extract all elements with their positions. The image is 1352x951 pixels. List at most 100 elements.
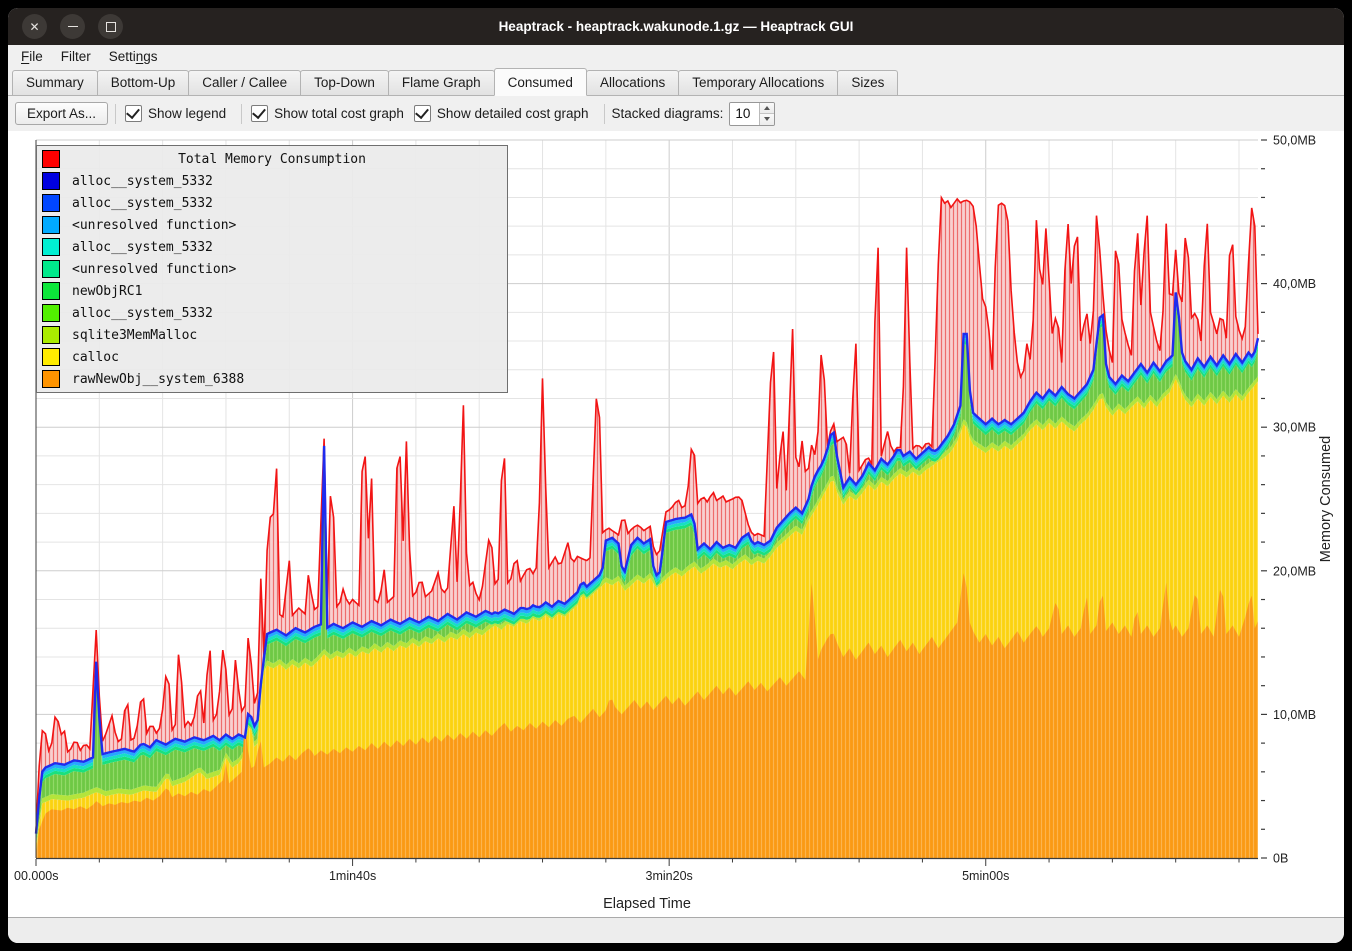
spin-down-button[interactable] bbox=[760, 114, 775, 125]
checkbox-group: Show legend Show total cost graph Show det… bbox=[123, 103, 597, 124]
total-consumption-line bbox=[35, 194, 1259, 832]
tick-label: 20,0MB bbox=[1273, 564, 1316, 578]
tab-top-down[interactable]: Top-Down bbox=[300, 70, 389, 95]
tick-label: 40,0MB bbox=[1273, 277, 1316, 291]
legend-label: alloc__system_5332 bbox=[72, 239, 213, 255]
tick-label: 00.000s bbox=[14, 869, 58, 883]
minimize-button[interactable] bbox=[60, 14, 85, 39]
chart-legend: Total Memory Consumption alloc__system_53… bbox=[36, 145, 508, 393]
stacked-diagrams-spinbox[interactable] bbox=[729, 101, 776, 126]
y-axis-title: Memory Consumed bbox=[1318, 436, 1334, 563]
toolbar-separator bbox=[603, 103, 605, 124]
rawnewobj-orange-area bbox=[36, 573, 1258, 858]
legend-item-4: <unresolved function> bbox=[37, 258, 507, 280]
unresolved-spring-area bbox=[36, 300, 1258, 845]
tick-label: 3min20s bbox=[646, 869, 693, 883]
checkbox-label: Show legend bbox=[148, 106, 227, 121]
arrow-down-icon bbox=[764, 117, 771, 122]
tick-label: 50,0MB bbox=[1273, 134, 1316, 148]
tab-summary[interactable]: Summary bbox=[12, 70, 98, 95]
tab-caller-callee[interactable]: Caller / Callee bbox=[188, 70, 302, 95]
legend-item-5: newObjRC1 bbox=[37, 280, 507, 302]
legend-swatch bbox=[42, 348, 60, 366]
tick-label: 5min00s bbox=[962, 869, 1009, 883]
toolbar-separator bbox=[241, 103, 243, 124]
app-window: ✕ Heaptrack - heaptrack.wakunode.1.gz — … bbox=[8, 8, 1344, 943]
tab-allocations[interactable]: Allocations bbox=[585, 70, 680, 95]
legend-item-9: rawNewObj__system_6388 bbox=[37, 368, 507, 390]
tab-temporary-allocations[interactable]: Temporary Allocations bbox=[678, 70, 839, 95]
tick-label: 30,0MB bbox=[1273, 421, 1316, 435]
spin-up-button[interactable] bbox=[760, 102, 775, 114]
tab-flame-graph[interactable]: Flame Graph bbox=[387, 70, 495, 95]
tick-label: 1min40s bbox=[329, 869, 376, 883]
legend-item-6: alloc__system_5332 bbox=[37, 302, 507, 324]
legend-item-8: calloc bbox=[37, 346, 507, 368]
total-consumption-area bbox=[36, 197, 1258, 834]
legend-swatch bbox=[42, 238, 60, 256]
tab-sizes[interactable]: Sizes bbox=[837, 70, 899, 95]
alloc-cyan-area bbox=[36, 296, 1258, 842]
legend-swatch bbox=[42, 260, 60, 278]
chart-canvas: 00.000s 1min40s 3min20s 5min00s 0B 10,0MB 20,0… bbox=[14, 134, 1334, 913]
checkbox-box[interactable] bbox=[125, 105, 143, 122]
legend-label: rawNewObj__system_6388 bbox=[72, 371, 245, 387]
legend-label: alloc__system_5332 bbox=[72, 305, 213, 321]
legend-swatch bbox=[42, 282, 60, 300]
toolbar-separator bbox=[115, 103, 117, 124]
toolbar: Export As... Show legend Show total cost … bbox=[8, 96, 1344, 131]
legend-label: <unresolved function> bbox=[72, 261, 237, 277]
maximize-button[interactable] bbox=[98, 14, 123, 39]
legend-label: <unresolved function> bbox=[72, 217, 237, 233]
stacked-diagrams-label: Stacked diagrams: bbox=[611, 106, 724, 121]
stacked-diagrams-value[interactable] bbox=[730, 102, 760, 125]
checkbox-show-legend[interactable]: Show legend bbox=[125, 105, 226, 122]
window-controls: ✕ bbox=[22, 14, 123, 39]
x-axis-title: Elapsed Time bbox=[603, 896, 691, 912]
menu-item-file[interactable]: File bbox=[21, 48, 43, 64]
legend-label: calloc bbox=[72, 349, 119, 365]
legend-swatch bbox=[42, 370, 60, 388]
legend-swatch bbox=[42, 326, 60, 344]
legend-label: alloc__system_5332 bbox=[72, 173, 213, 189]
spinner-buttons bbox=[759, 102, 775, 125]
checkbox-show-total-cost-graph[interactable]: Show total cost graph bbox=[251, 105, 404, 122]
checkbox-box[interactable] bbox=[251, 105, 269, 122]
checkbox-label: Show detailed cost graph bbox=[436, 106, 589, 121]
legend-swatch bbox=[42, 216, 60, 234]
alloc-green-area bbox=[36, 303, 1258, 845]
export-as-button[interactable]: Export As... bbox=[15, 102, 109, 125]
tab-bottom-up[interactable]: Bottom-Up bbox=[96, 70, 190, 95]
tab-consumed[interactable]: Consumed bbox=[493, 68, 587, 96]
legend-swatch bbox=[42, 172, 60, 190]
memory-consumption-chart[interactable]: 00.000s 1min40s 3min20s 5min00s 0B 10,0MB 20,0… bbox=[8, 131, 1344, 917]
legend-label: newObjRC1 bbox=[72, 283, 143, 299]
legend-item-1: alloc__system_5332 bbox=[37, 192, 507, 214]
minimize-icon bbox=[67, 26, 78, 27]
title-bar: ✕ Heaptrack - heaptrack.wakunode.1.gz — … bbox=[8, 8, 1344, 45]
menu-bar: File Filter Settings bbox=[8, 45, 1344, 67]
legend-label: alloc__system_5332 bbox=[72, 195, 213, 211]
menu-item-filter[interactable]: Filter bbox=[60, 48, 91, 64]
checkbox-box[interactable] bbox=[413, 105, 431, 122]
legend-item-2: <unresolved function> bbox=[37, 214, 507, 236]
close-icon: ✕ bbox=[29, 19, 40, 34]
menu-item-settings[interactable]: Settings bbox=[108, 48, 158, 64]
legend-swatch bbox=[42, 304, 60, 322]
checkbox-label: Show total cost graph bbox=[274, 106, 404, 121]
checkbox-show-detailed-cost-graph[interactable]: Show detailed cost graph bbox=[413, 105, 589, 122]
legend-swatch bbox=[42, 150, 60, 168]
unresolved-lightblue-area bbox=[36, 293, 1258, 839]
legend-label: Total Memory Consumption bbox=[178, 151, 366, 167]
legend-label: sqlite3MemMalloc bbox=[72, 327, 198, 343]
stacked-diagrams-control: Stacked diagrams: bbox=[611, 101, 776, 126]
legend-item-0: alloc__system_5332 bbox=[37, 170, 507, 192]
legend-item-7: sqlite3MemMalloc bbox=[37, 324, 507, 346]
legend-item-3: alloc__system_5332 bbox=[37, 236, 507, 258]
tab-bar: Summary Bottom-Up Caller / Callee Top-Down F… bbox=[8, 67, 1344, 96]
close-button[interactable]: ✕ bbox=[22, 14, 47, 39]
status-bar bbox=[8, 917, 1344, 943]
tick-label: 0B bbox=[1273, 852, 1288, 866]
stack-top-blue-line bbox=[34, 292, 1260, 834]
legend-title-row: Total Memory Consumption bbox=[37, 148, 507, 170]
